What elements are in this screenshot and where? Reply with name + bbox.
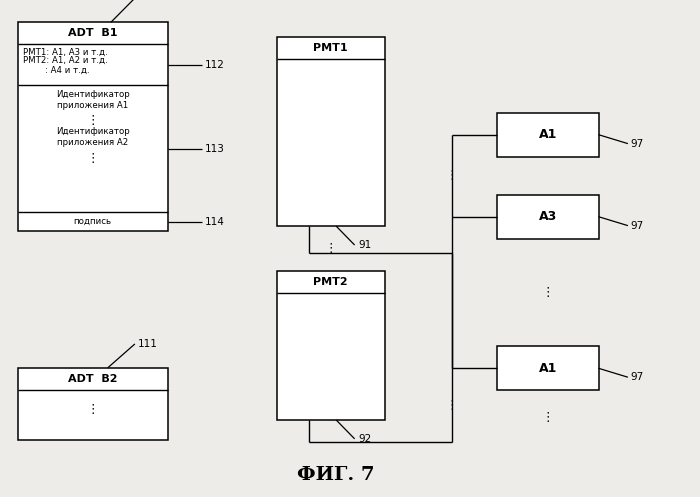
Text: ⋮: ⋮ xyxy=(87,403,99,416)
Text: : A4 и т.д.: : A4 и т.д. xyxy=(23,66,90,75)
FancyBboxPatch shape xyxy=(276,271,385,420)
Text: ⋮: ⋮ xyxy=(445,399,458,412)
Text: ADT  B2: ADT B2 xyxy=(68,374,118,384)
Text: Идентификатор
приложения A1: Идентификатор приложения A1 xyxy=(56,90,130,110)
Text: A1: A1 xyxy=(538,362,557,375)
Text: 112: 112 xyxy=(205,60,225,70)
FancyBboxPatch shape xyxy=(497,195,598,239)
Text: подпись: подпись xyxy=(74,217,112,226)
Text: ⋮: ⋮ xyxy=(87,114,99,127)
Text: ADT  B1: ADT B1 xyxy=(68,28,118,38)
Text: Идентификатор
приложения A2: Идентификатор приложения A2 xyxy=(56,127,130,147)
Text: ⋮: ⋮ xyxy=(542,286,554,299)
Text: 97: 97 xyxy=(631,372,644,382)
FancyBboxPatch shape xyxy=(497,346,598,390)
FancyBboxPatch shape xyxy=(18,368,168,440)
Text: 111: 111 xyxy=(138,339,158,349)
Text: PMT2: PMT2 xyxy=(314,277,348,287)
Text: ⋮: ⋮ xyxy=(325,242,337,255)
FancyBboxPatch shape xyxy=(276,37,385,226)
Text: PMT1: PMT1 xyxy=(314,43,348,53)
Text: ⋮: ⋮ xyxy=(87,152,99,165)
Text: ⋮: ⋮ xyxy=(542,411,554,424)
Text: A3: A3 xyxy=(538,210,557,223)
Text: A1: A1 xyxy=(538,128,557,141)
Text: ⋮: ⋮ xyxy=(445,169,458,182)
Text: 91: 91 xyxy=(358,240,372,250)
Text: 92: 92 xyxy=(358,434,372,444)
Text: PMT1: A1, A3 и т.д.: PMT1: A1, A3 и т.д. xyxy=(23,48,108,57)
Text: 113: 113 xyxy=(205,144,225,154)
Text: PMT2: A1, A2 и т.д.: PMT2: A1, A2 и т.д. xyxy=(23,56,108,65)
Text: 97: 97 xyxy=(631,221,644,231)
Text: 97: 97 xyxy=(631,139,644,149)
FancyBboxPatch shape xyxy=(18,22,168,231)
FancyBboxPatch shape xyxy=(497,113,598,157)
Text: ФИГ. 7: ФИГ. 7 xyxy=(298,466,374,484)
Text: 114: 114 xyxy=(205,217,225,227)
